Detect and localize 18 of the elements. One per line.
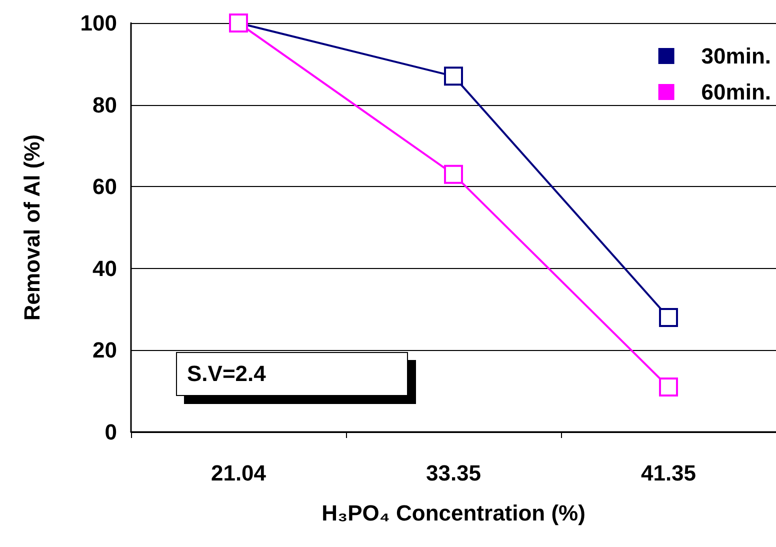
y-tick-label: 0 [104, 420, 117, 444]
x-axis-title: H₃PO₄ Concentration (%) [322, 500, 586, 526]
legend-label: 30min. [701, 44, 772, 68]
x-tick-label: 41.35 [640, 460, 696, 486]
y-tick-label: 80 [92, 92, 117, 118]
y-tick-label: 40 [92, 256, 117, 281]
point [444, 164, 463, 184]
y-tick-label: 100 [80, 10, 117, 36]
point [659, 308, 678, 327]
y-axis-title: Removal of Al (%) [20, 134, 44, 321]
y-tick-label: 20 [92, 338, 117, 363]
y-tick-label: 60 [92, 174, 117, 200]
point [659, 378, 678, 397]
x-tick-label: 21.04 [210, 460, 267, 486]
annotation: S.V=2.4 [187, 361, 267, 387]
legend-label: 60min. [701, 80, 772, 104]
point [444, 66, 463, 86]
x-tick-label: 33.35 [426, 460, 482, 486]
